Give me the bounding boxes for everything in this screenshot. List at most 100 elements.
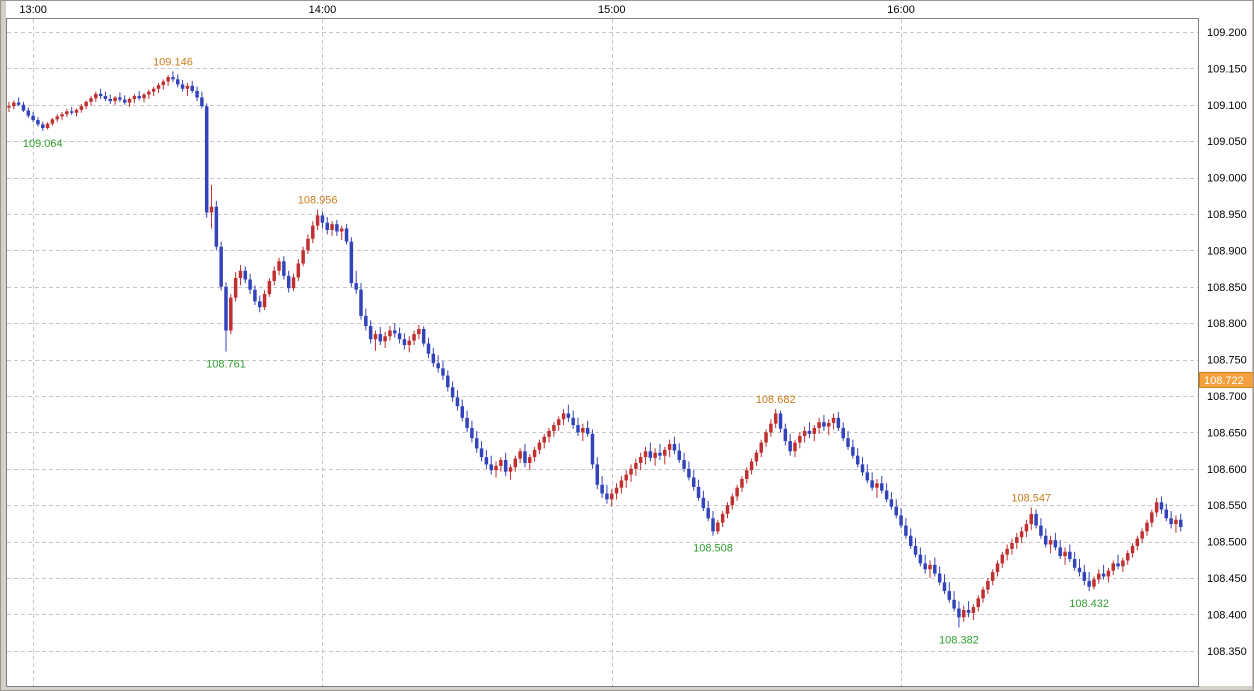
candle-body-down: [122, 99, 127, 103]
candle-body-up: [238, 270, 243, 279]
candle-body-down: [648, 451, 653, 458]
candle-body-up: [1024, 524, 1029, 532]
candle-body-down: [378, 334, 383, 342]
candle-body-up: [962, 609, 966, 618]
swing-low-label: 108.382: [939, 634, 979, 646]
candle-body-down: [687, 468, 691, 478]
candle-body-up: [1174, 519, 1178, 525]
swing-low-label: 108.761: [206, 359, 246, 371]
candle-body-down: [571, 417, 575, 426]
window-frame-right: [1252, 1, 1253, 690]
candle-body-down: [69, 111, 74, 113]
candle-body-down: [354, 283, 358, 290]
candle-body-down: [952, 599, 956, 609]
candle-body-up: [986, 580, 990, 590]
candle-body-up: [643, 451, 648, 458]
candle-body-down: [257, 301, 262, 308]
candle-body-up: [769, 423, 773, 433]
candle-body-up: [749, 461, 754, 471]
candle-body-down: [320, 215, 325, 223]
candle-body-up: [581, 428, 585, 433]
candle-body-up: [1150, 512, 1154, 523]
candle-body-up: [277, 261, 281, 271]
candle-body-up: [619, 480, 624, 488]
candle-body-down: [711, 518, 715, 532]
time-axis-label: 14:00: [309, 4, 337, 16]
price-tick-label: 108.650: [1207, 427, 1247, 439]
candle-body-up: [113, 97, 117, 102]
candle-body-down: [364, 315, 368, 327]
candle-body-down: [851, 446, 855, 456]
candle-body-down: [474, 438, 479, 449]
price-tick-label: 109.150: [1207, 63, 1247, 75]
price-tick-label: 108.350: [1207, 646, 1247, 658]
current-price-tag: [1199, 371, 1253, 388]
candle-body-down: [1068, 551, 1072, 560]
candle-body-down: [846, 438, 850, 447]
candle-body-up: [1145, 522, 1149, 532]
candle-body-up: [1029, 513, 1034, 525]
time-axis-label: 13:00: [19, 4, 47, 16]
swing-low-label: 108.432: [1069, 598, 1109, 610]
candle-body-up: [831, 417, 836, 423]
candle-body-down: [503, 460, 508, 472]
candle-body-down: [1072, 559, 1077, 568]
candle-body-down: [957, 608, 961, 618]
candle-body-up: [773, 413, 778, 424]
candle-body-up: [262, 294, 267, 308]
candle-body-down: [566, 413, 571, 418]
candle-body-up: [1135, 538, 1140, 546]
candle-body-down: [243, 270, 248, 280]
time-axis-label: 15:00: [598, 4, 626, 16]
candle-body-down: [190, 85, 194, 91]
candle-body-up: [267, 280, 272, 295]
candle-body-up: [60, 114, 64, 117]
candle-body-up: [417, 328, 421, 335]
price-tick-label: 108.900: [1207, 245, 1247, 257]
candle-body-up: [127, 98, 132, 103]
candle-body-up: [638, 457, 643, 463]
candle-body-down: [1058, 547, 1062, 557]
candle-body-down: [1159, 502, 1164, 510]
candle-body-up: [817, 422, 821, 429]
candle-body-up: [532, 449, 537, 458]
candle-body-up: [518, 451, 522, 459]
candle-body-down: [1087, 580, 1091, 587]
window-frame-left: [1, 1, 6, 690]
candle-body-down: [286, 275, 291, 289]
candle-body-up: [725, 505, 730, 514]
candle-body-down: [691, 477, 696, 487]
price-tick-label: 109.050: [1207, 136, 1247, 148]
price-tick-label: 108.750: [1207, 355, 1247, 367]
candle-body-up: [537, 442, 542, 450]
candle-body-down: [595, 464, 600, 485]
candle-body-down: [176, 79, 180, 85]
candle-body-down: [913, 545, 918, 555]
candle-body-down: [455, 397, 460, 407]
candle-body-up: [84, 101, 88, 107]
candle-body-up: [132, 96, 137, 99]
candle-body-up: [528, 457, 532, 463]
candle-body-up: [624, 474, 628, 481]
candle-body-up: [1005, 548, 1009, 555]
candle-body-up: [1111, 563, 1115, 571]
candle-body-down: [479, 448, 484, 458]
candle-body-down: [942, 582, 947, 592]
candle-body-up: [735, 487, 739, 497]
candle-body-down: [947, 591, 952, 600]
candle-body-up: [233, 278, 238, 298]
price-tick-label: 109.100: [1207, 100, 1247, 112]
swing-high-label: 108.682: [756, 394, 796, 406]
candle-body-up: [798, 436, 802, 443]
price-tick-label: 108.950: [1207, 209, 1247, 221]
candle-body-down: [523, 451, 527, 463]
candle-body-up: [1130, 545, 1135, 554]
candle-body-down: [696, 486, 701, 498]
candle-body-down: [701, 497, 706, 509]
candle-body-down: [335, 224, 339, 232]
candle-body-down: [576, 425, 580, 433]
candle-body-up: [311, 225, 315, 239]
candle-body-down: [137, 96, 141, 99]
plot-area[interactable]: [6, 18, 1199, 687]
